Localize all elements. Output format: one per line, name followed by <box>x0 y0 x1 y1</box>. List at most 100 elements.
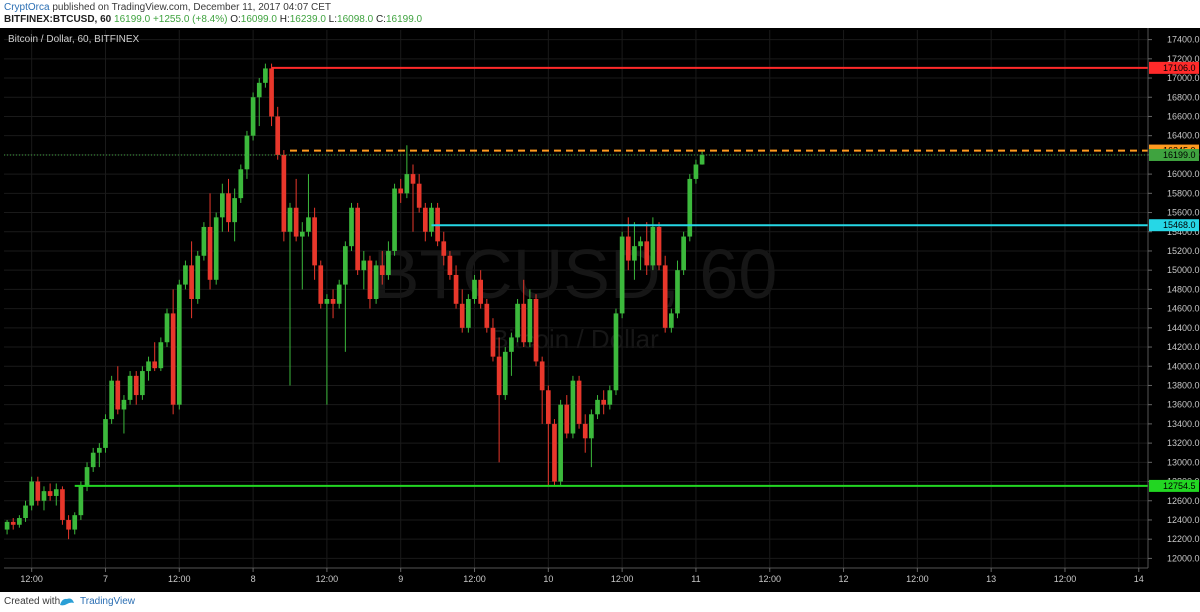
candle-up <box>23 505 28 519</box>
candle-up <box>324 299 330 304</box>
price-tick-label: 16800.0 <box>1167 92 1200 102</box>
candle-up <box>78 486 84 516</box>
candle-down <box>521 303 527 343</box>
candle-down <box>355 207 360 271</box>
candle-up <box>527 299 533 343</box>
candle-up <box>195 255 201 299</box>
price-tick-label: 12000.0 <box>1167 553 1200 563</box>
published-text: published on TradingView.com, December 1… <box>52 2 332 13</box>
candle-down <box>115 380 121 410</box>
candle-up <box>595 399 600 415</box>
grid <box>4 30 1148 568</box>
candle-down <box>170 313 176 405</box>
time-tick-label: 12:00 <box>20 574 43 584</box>
chart-area[interactable]: BTCUSD, 60 Bitcoin / Dollar Bitcoin / Do… <box>0 28 1200 592</box>
candle-up <box>146 361 151 372</box>
price-tick-label: 12200.0 <box>1167 534 1200 544</box>
time-axis[interactable]: 12:00 7 12:00 8 12:00 9 12:00 10 12:00 11 12:00 12 1… <box>4 567 1148 584</box>
high-value: 16239.0 <box>289 14 326 25</box>
price-tick-label: 17000.0 <box>1167 73 1200 83</box>
price-level-tag <box>1149 479 1199 492</box>
candle-up <box>287 207 293 232</box>
price-axis[interactable]: 12000.012200.012400.012600.012800.013000… <box>1147 28 1200 592</box>
candle-down <box>656 226 662 266</box>
candle-up <box>373 265 379 299</box>
tradingview-logo-icon[interactable] <box>58 595 76 607</box>
price-tick-label: 14400.0 <box>1167 323 1200 333</box>
candle-up <box>256 82 262 98</box>
candle-up <box>306 217 311 232</box>
candle-up <box>675 270 680 314</box>
candle-down <box>576 380 582 424</box>
author-link[interactable]: CryptOrca <box>4 2 50 13</box>
price-tick-label: 13400.0 <box>1167 419 1200 429</box>
candle-up <box>466 299 471 328</box>
price-tick-label: 15400.0 <box>1167 227 1200 237</box>
horizontal-levels <box>4 66 1148 487</box>
candle-up <box>687 178 693 237</box>
price-axis-bg <box>1148 28 1200 592</box>
close-value: 16199.0 <box>385 14 423 25</box>
candle-down <box>66 519 71 530</box>
candle-down <box>269 68 274 117</box>
price-level-label: 15468.0 <box>1163 220 1196 230</box>
time-tick-label: 11 <box>691 574 700 584</box>
price-level-label: 17106.0 <box>1163 63 1196 73</box>
candle-up <box>244 135 250 170</box>
price-tick-label: 15200.0 <box>1167 246 1200 256</box>
time-tick-label: 12:00 <box>168 574 191 584</box>
candle-down <box>484 303 490 328</box>
price-tick-label: 16400.0 <box>1167 131 1200 141</box>
candle-down <box>416 183 422 208</box>
time-tick-label: 14 <box>1134 574 1144 584</box>
close-label: C: <box>375 14 386 25</box>
candle-down <box>367 260 373 299</box>
candlestick-chart[interactable]: BTCUSD, 60 Bitcoin / Dollar Bitcoin / Do… <box>0 28 1200 592</box>
candle-down <box>312 217 317 266</box>
tradingview-link[interactable]: TradingView <box>80 596 136 607</box>
candle-down <box>601 399 607 405</box>
candle-up <box>201 226 207 256</box>
candle-up <box>29 481 35 506</box>
price-level-tag <box>1149 61 1199 74</box>
price-tick-label: 15600.0 <box>1167 208 1200 218</box>
candle-down <box>410 174 416 184</box>
candle-down <box>644 241 650 266</box>
candle-down <box>35 481 41 501</box>
candle-up <box>607 390 613 405</box>
price-change: +1255.0 (+8.4%) <box>152 14 228 25</box>
low-value: 16098.0 <box>337 14 374 25</box>
candle-up <box>429 207 434 232</box>
footer: Created with TradingView <box>0 592 1200 612</box>
candle-down <box>533 299 539 362</box>
price-level-tag <box>1149 219 1199 232</box>
price-tick-label: 13000.0 <box>1167 457 1200 467</box>
candle-down <box>459 303 465 328</box>
candle-down <box>133 375 139 396</box>
candle-up <box>109 380 114 420</box>
time-tick-label: 12 <box>839 574 849 584</box>
candle-up <box>570 380 576 434</box>
candle-up <box>349 207 354 247</box>
candle-up <box>127 375 133 400</box>
time-tick-label: 9 <box>398 574 403 584</box>
low-label: L: <box>328 14 338 25</box>
candle-up <box>632 246 637 261</box>
candle-up <box>361 260 367 271</box>
candle-down <box>539 361 545 391</box>
candle-up <box>103 419 108 448</box>
time-tick-label: 12:00 <box>906 574 929 584</box>
chart-title: Bitcoin / Dollar, 60, BITFINEX <box>8 34 139 45</box>
candle-up <box>41 491 47 501</box>
candle-up <box>693 164 699 179</box>
candle-down <box>422 207 428 232</box>
time-tick-label: 7 <box>103 574 108 584</box>
candle-down <box>226 193 231 223</box>
candle-up <box>515 303 520 338</box>
price-tick-label: 17400.0 <box>1167 35 1200 45</box>
candle-up <box>650 226 656 266</box>
candle-down <box>379 265 385 275</box>
candle-down <box>545 390 551 424</box>
candle-down <box>330 299 336 304</box>
candle-up <box>638 241 643 247</box>
